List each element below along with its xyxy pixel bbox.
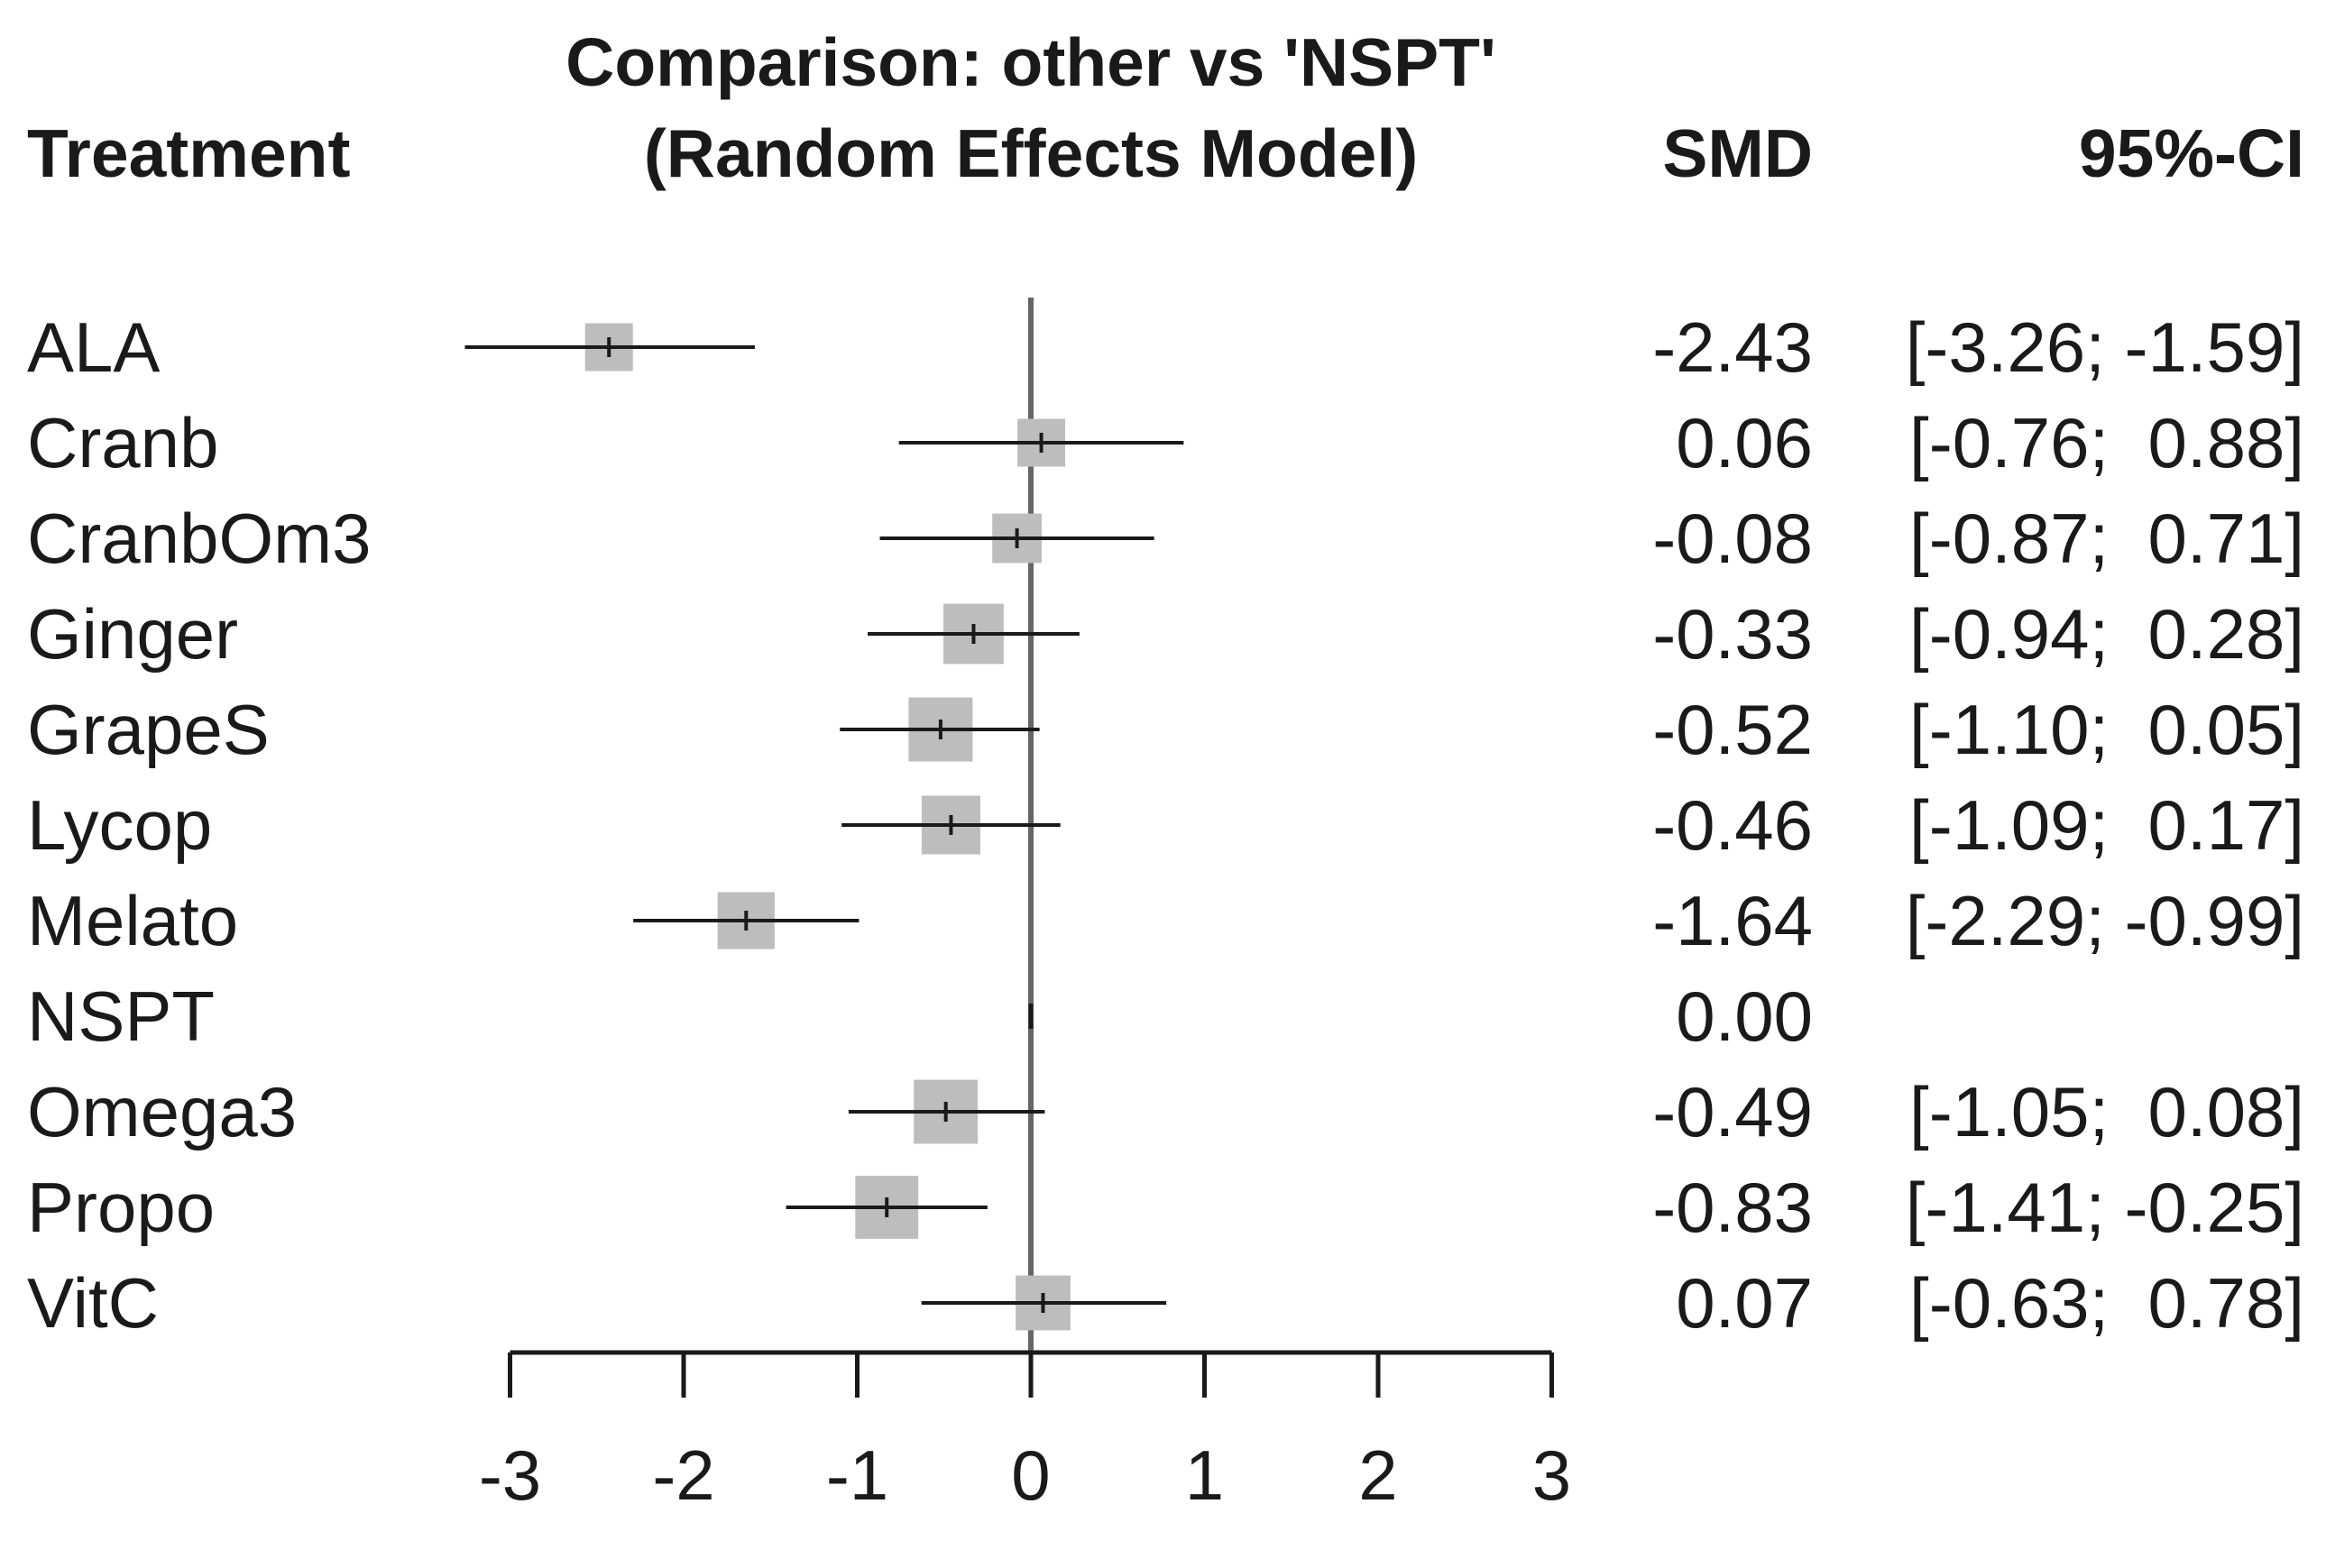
ci-value: [-0.94; 0.28] [1909, 594, 2304, 674]
treatment-label: GrapeS [27, 690, 270, 769]
x-tick-label: 3 [1532, 1435, 1571, 1515]
smd-value: -2.43 [1652, 307, 1813, 387]
chart-title: Comparison: other vs 'NSPT' [565, 24, 1496, 100]
smd-value: 0.07 [1676, 1263, 1813, 1343]
x-tick-label: 1 [1185, 1435, 1224, 1515]
ci-value: [-0.63; 0.78] [1909, 1263, 2304, 1343]
ci-value: [-1.09; 0.17] [1909, 785, 2304, 865]
smd-value: -0.49 [1652, 1072, 1813, 1151]
row-cranb: Cranb 0.06 [-0.76; 0.88] [27, 403, 2304, 482]
row-propo: Propo -0.83 [-1.41; -0.25] [27, 1168, 2304, 1247]
chart-subtitle: (Random Effects Model) [644, 115, 1418, 191]
row-nspt: NSPT 0.00 [27, 977, 1813, 1056]
x-tick-label: -3 [479, 1435, 541, 1515]
row-melato: Melato -1.64 [-2.29; -0.99] [27, 881, 2304, 960]
treatment-label: VitC [27, 1263, 159, 1343]
x-tick-label: 0 [1011, 1435, 1050, 1515]
ci-value: [-3.26; -1.59] [1906, 307, 2304, 387]
x-tick-label: 2 [1358, 1435, 1397, 1515]
treatment-label: Melato [27, 881, 238, 960]
treatment-label: NSPT [27, 977, 215, 1056]
smd-value: -0.46 [1652, 785, 1813, 865]
row-cranbom3: CranbOm3 -0.08 [-0.87; 0.71] [27, 499, 2304, 578]
x-tick-label: -1 [826, 1435, 888, 1515]
ci-value: [-1.41; -0.25] [1906, 1168, 2304, 1247]
ci-value: [-1.10; 0.05] [1909, 690, 2304, 769]
ci-value: [-2.29; -0.99] [1906, 881, 2304, 960]
row-grapes: GrapeS -0.52 [-1.10; 0.05] [27, 690, 2304, 769]
smd-value: 0.06 [1676, 403, 1813, 482]
smd-value: -0.08 [1652, 499, 1813, 578]
row-ala: ALA -2.43 [-3.26; -1.59] [27, 307, 2304, 387]
smd-value: -0.52 [1652, 690, 1813, 769]
treatment-label: Cranb [27, 403, 218, 482]
smd-value: -0.33 [1652, 594, 1813, 674]
smd-value: -1.64 [1652, 881, 1813, 960]
x-axis: -3 -2 -1 0 1 2 3 [479, 1350, 1571, 1515]
treatment-label: Propo [27, 1168, 215, 1247]
row-omega3: Omega3 -0.49 [-1.05; 0.08] [27, 1072, 2304, 1151]
row-lycop: Lycop -0.46 [-1.09; 0.17] [27, 785, 2304, 865]
ci-value: [-0.87; 0.71] [1909, 499, 2304, 578]
x-tick-label: -2 [652, 1435, 714, 1515]
ci-value: [-1.05; 0.08] [1909, 1072, 2304, 1151]
treatment-label: Omega3 [27, 1072, 297, 1151]
rows-layer: ALA -2.43 [-3.26; -1.59] Cranb 0.06 [-0.76; 0… [27, 307, 2304, 1343]
treatment-label: ALA [27, 307, 160, 387]
treatment-label: CranbOm3 [27, 499, 371, 578]
header-smd: SMD [1662, 115, 1813, 191]
row-ginger: Ginger -0.33 [-0.94; 0.28] [27, 594, 2304, 674]
header-ci: 95%-CI [2079, 115, 2304, 191]
smd-value: 0.00 [1676, 977, 1813, 1056]
row-vitc: VitC 0.07 [-0.63; 0.78] [27, 1263, 2304, 1343]
treatment-label: Ginger [27, 594, 238, 674]
treatment-label: Lycop [27, 785, 212, 865]
smd-value: -0.83 [1652, 1168, 1813, 1247]
ci-value: [-0.76; 0.88] [1909, 403, 2304, 482]
header-treatment: Treatment [27, 115, 350, 191]
